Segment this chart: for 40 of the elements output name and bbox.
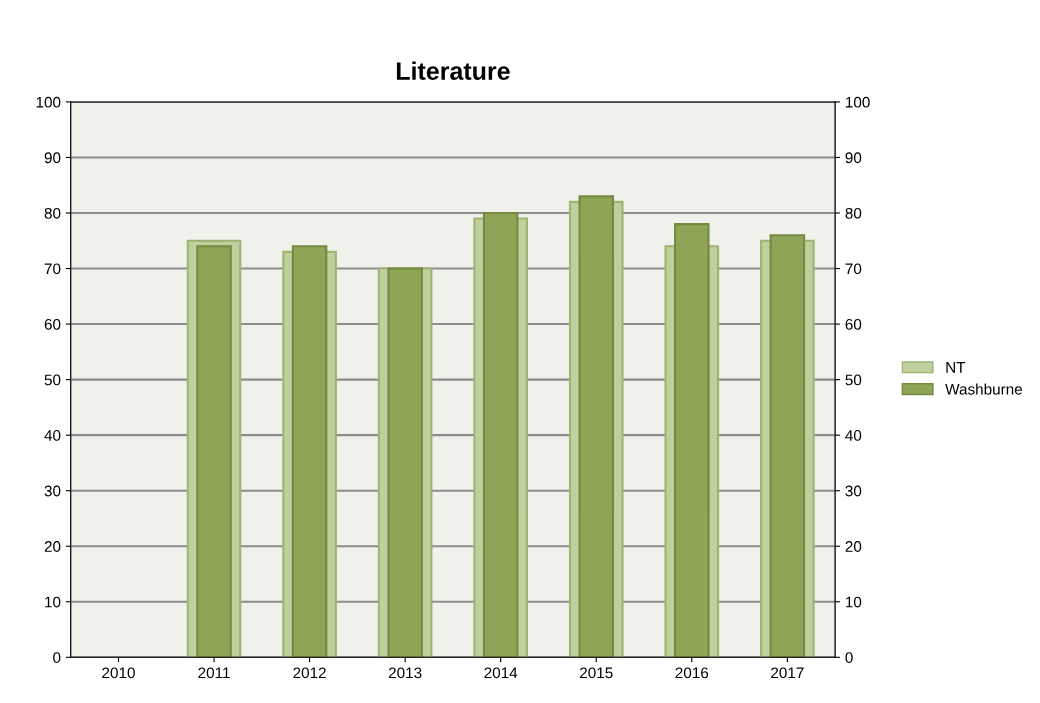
y-tick-label: 10	[45, 596, 61, 608]
y2-tick-label: 30	[845, 485, 862, 497]
y2-tick-label: 60	[845, 318, 862, 330]
y-tick-label: 40	[44, 430, 61, 441]
legend-label: NT	[946, 362, 966, 373]
x-tick-label: 2017	[771, 667, 804, 679]
x-tick-label: 2010	[102, 667, 135, 679]
y-tick-label: 80	[44, 207, 61, 219]
y2-tick-label: 0	[845, 652, 853, 663]
y-tick-label: 90	[44, 152, 61, 164]
x-tick-label: 2013	[388, 667, 422, 679]
bar	[196, 245, 232, 658]
bar	[769, 234, 806, 658]
y-tick-label: 60	[44, 318, 61, 330]
x-tick-label: 2015	[580, 667, 613, 679]
bar	[482, 211, 519, 658]
y-tick-label: 50	[44, 374, 61, 386]
y-tick-label: 70	[44, 263, 61, 275]
bar	[387, 267, 423, 658]
y2-tick-label: 10	[846, 596, 862, 608]
bar	[674, 223, 710, 658]
x-tick-label: 2014	[484, 667, 518, 679]
y2-tick-label: 20	[845, 541, 862, 552]
y2-tick-label: 90	[845, 152, 862, 164]
x-tick-label: 2012	[293, 667, 326, 679]
y2-tick-label: 80	[845, 207, 862, 219]
bar	[578, 195, 615, 658]
bar	[291, 245, 328, 658]
y-tick-label: 0	[53, 652, 61, 663]
y-tick-label: 20	[44, 541, 61, 552]
chart-title: Literature	[396, 61, 510, 80]
y-tick-label: 100	[36, 96, 61, 108]
x-tick-label: 2011	[198, 667, 230, 679]
y2-tick-label: 100	[846, 96, 870, 108]
y2-tick-label: 70	[845, 263, 862, 275]
y2-tick-label: 40	[845, 430, 862, 441]
y-tick-label: 30	[44, 485, 61, 497]
y2-tick-label: 50	[845, 374, 862, 386]
legend-label: Washburne	[945, 383, 1023, 395]
x-tick-label: 2016	[675, 667, 709, 679]
